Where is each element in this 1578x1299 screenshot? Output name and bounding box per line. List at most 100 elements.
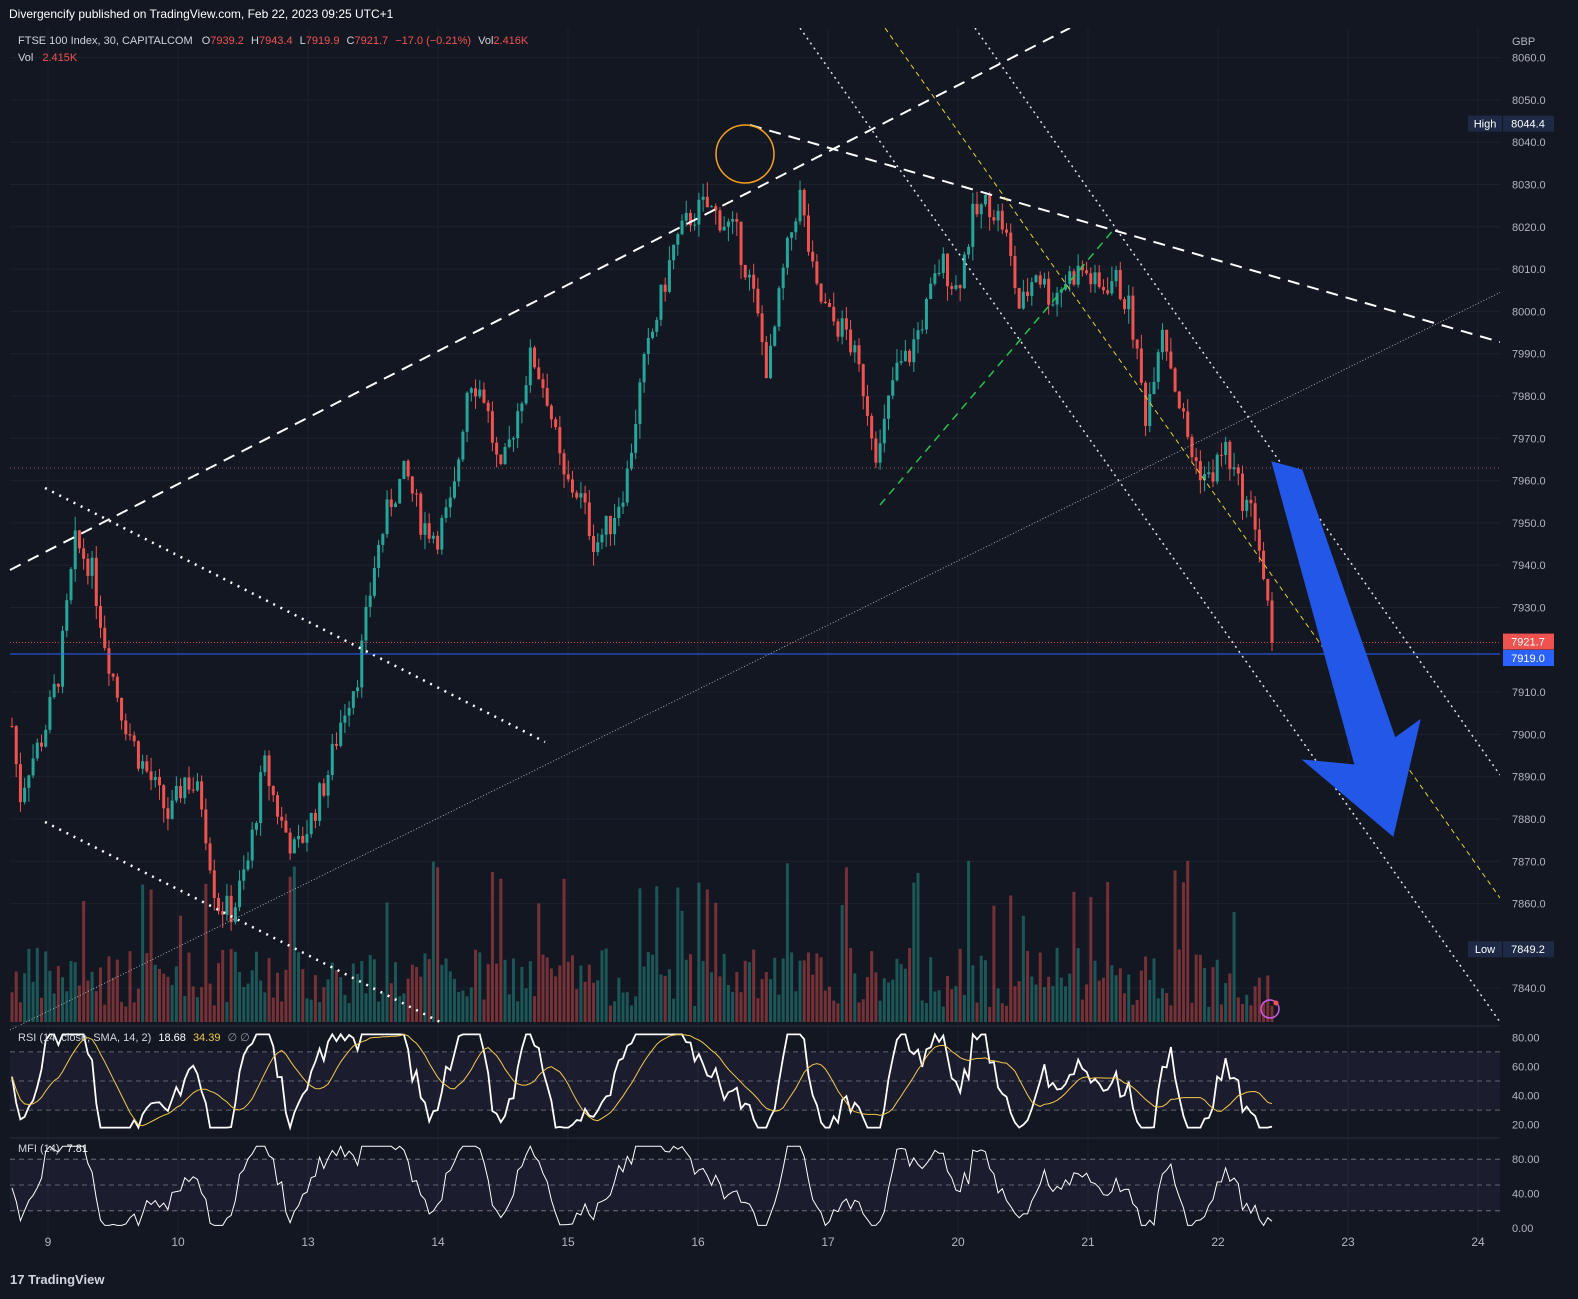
indicator-line	[11, 1145, 1273, 1227]
candle	[714, 206, 718, 211]
open-label: O	[201, 35, 211, 47]
candle	[819, 283, 823, 302]
candle	[1198, 461, 1202, 481]
volume-bar	[153, 964, 157, 1022]
candle	[415, 493, 419, 495]
candle	[1236, 467, 1240, 474]
volume-bar	[288, 876, 292, 1022]
volume-bar	[541, 954, 545, 1022]
falling-resistance-line	[749, 124, 1501, 343]
candle	[284, 820, 288, 833]
candle	[1152, 381, 1156, 395]
volume-bar	[562, 878, 566, 1022]
mfi-legend[interactable]: MFI (14) 7.81	[18, 1143, 88, 1155]
volume-bar	[280, 1001, 284, 1022]
volume-bar	[554, 976, 558, 1022]
volume-bar	[764, 972, 768, 1022]
candle	[870, 415, 874, 439]
candle	[1042, 278, 1046, 285]
symbol-legend[interactable]: FTSE 100 Index, 30, CAPITALCOM O7939.2 H…	[18, 35, 528, 47]
volume-bar	[297, 952, 301, 1022]
volume-bar	[461, 990, 465, 1022]
candle	[1186, 411, 1190, 437]
volume-bar	[1207, 1006, 1211, 1022]
volume-bar	[1152, 958, 1156, 1022]
volume-bar	[69, 961, 73, 1022]
candle	[86, 558, 90, 576]
volume-bar	[524, 988, 528, 1022]
candle	[259, 772, 263, 824]
volume-bar	[448, 971, 452, 1022]
volume-bar	[731, 991, 735, 1022]
volume-bar	[440, 964, 444, 1022]
volume-bar	[798, 960, 802, 1022]
volume-bar	[372, 959, 376, 1022]
volume-bar	[1190, 1002, 1194, 1022]
volume-bars	[10, 860, 1274, 1022]
candle	[334, 743, 338, 746]
volume-bar	[356, 974, 360, 1022]
close-label: C	[346, 35, 355, 47]
volume-bar	[1021, 915, 1025, 1022]
volume-bar	[520, 966, 524, 1022]
candle	[865, 396, 869, 416]
volume-bar	[558, 965, 562, 1022]
candle	[1257, 529, 1261, 551]
level-badge-value: 7919.0	[1511, 653, 1545, 665]
volume-bar	[1093, 960, 1097, 1022]
candle	[170, 800, 174, 819]
volume-bar	[103, 1004, 107, 1022]
candle	[120, 697, 124, 721]
volume-bar	[1038, 952, 1042, 1022]
volume-bar	[1005, 1005, 1009, 1022]
candle	[482, 389, 486, 403]
rsi-legend[interactable]: RSI (14, close, SMA, 14, 2) 18.68 34.39 …	[18, 1031, 250, 1044]
candle	[503, 446, 507, 465]
candle	[558, 427, 562, 454]
volume-bar	[663, 975, 667, 1022]
candle	[899, 361, 903, 363]
candle	[216, 897, 220, 912]
high-badge-label: High	[1474, 119, 1497, 131]
volume-bar	[760, 979, 764, 1022]
volume-bar	[343, 994, 347, 1022]
candle	[752, 274, 756, 289]
volume-bar	[646, 952, 650, 1022]
rsi-tick-label: 80.00	[1512, 1032, 1540, 1044]
volume-legend[interactable]: Vol 2.415K	[18, 52, 77, 64]
volume-bar	[608, 1005, 612, 1022]
volume-bar	[642, 966, 646, 1022]
candle	[596, 542, 600, 553]
volume-bar	[1156, 998, 1160, 1022]
candle	[920, 329, 924, 331]
volume-bar	[988, 1006, 992, 1022]
volume-bar	[693, 1005, 697, 1022]
candle	[301, 835, 305, 843]
volume-bar	[1241, 1003, 1245, 1022]
candle	[857, 345, 861, 365]
time-tick-label: 16	[691, 1235, 705, 1249]
candle	[541, 379, 545, 389]
volume-bar	[579, 965, 583, 1022]
volume-bar	[191, 986, 195, 1022]
candle	[1093, 272, 1097, 285]
candle	[1219, 454, 1223, 456]
candle	[806, 215, 810, 252]
candle	[52, 683, 56, 698]
candle	[14, 726, 18, 765]
candle	[769, 345, 773, 379]
candle	[419, 493, 423, 535]
volume-bar	[27, 948, 31, 1022]
candle	[562, 453, 566, 475]
candle	[208, 843, 212, 871]
candle	[672, 244, 676, 261]
candle	[1110, 281, 1114, 294]
candle	[452, 481, 456, 498]
volume-bar	[878, 1000, 882, 1022]
candle	[933, 273, 937, 284]
candle	[962, 254, 966, 289]
volume-bar	[672, 998, 676, 1022]
volume-bar	[14, 971, 18, 1022]
volume-bar	[128, 951, 132, 1022]
